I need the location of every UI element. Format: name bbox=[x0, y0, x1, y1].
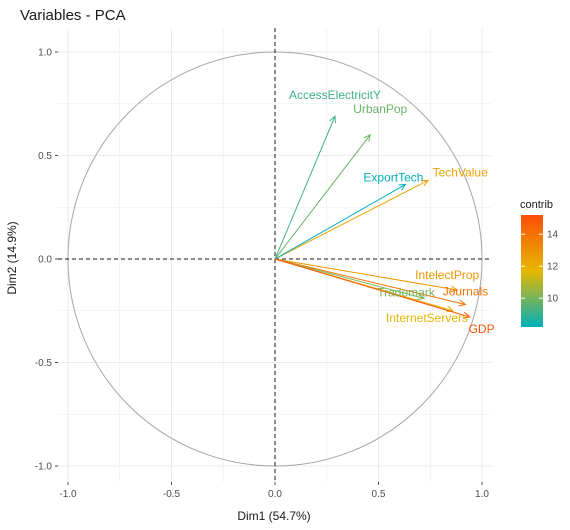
label-AccessElectricitY: AccessElectricitY bbox=[289, 88, 381, 102]
label-GDP: GDP bbox=[469, 322, 495, 336]
arrow-UrbanPop bbox=[274, 134, 371, 260]
x-axis-ticks: -1.0 -0.5 0.0 0.5 1.0 bbox=[59, 482, 489, 500]
label-TechValue: TechValue bbox=[433, 165, 488, 179]
x-axis-title: Dim1 (54.7%) bbox=[237, 509, 310, 523]
arrow-GDP bbox=[274, 258, 470, 318]
arrowhead-Trademark bbox=[417, 293, 426, 301]
arrowhead-Journals bbox=[458, 299, 467, 307]
x-tick-label: -0.5 bbox=[163, 489, 181, 500]
arrowhead-UrbanPop bbox=[363, 133, 371, 142]
arrowhead-IntelectProp bbox=[450, 285, 459, 293]
contrib-legend: contrib 10 12 14 bbox=[520, 199, 559, 327]
label-ExportTech: ExportTech bbox=[363, 170, 423, 184]
arrowhead-InternetServers bbox=[446, 305, 455, 313]
label-Journals: Journals bbox=[443, 285, 488, 299]
legend-colorbar bbox=[521, 215, 543, 327]
label-IntelectProp: IntelectProp bbox=[415, 268, 479, 282]
label-Trademark: Trademark bbox=[377, 285, 436, 299]
y-tick-label: 1.0 bbox=[38, 48, 52, 59]
y-tick-label: -0.5 bbox=[35, 358, 53, 369]
label-UrbanPop: UrbanPop bbox=[353, 102, 407, 116]
chart-title: Variables - PCA bbox=[20, 7, 126, 24]
y-axis-title: Dim2 (14.9%) bbox=[5, 221, 19, 294]
x-tick-label: 0.5 bbox=[372, 489, 386, 500]
legend-tick-label: 12 bbox=[547, 262, 559, 273]
variable-arrows bbox=[274, 115, 471, 319]
y-tick-label: 0.5 bbox=[38, 151, 52, 162]
legend-title: contrib bbox=[520, 199, 553, 211]
arrowhead-TechValue bbox=[421, 179, 430, 187]
legend-tick-label: 10 bbox=[547, 294, 559, 305]
arrowhead-ExportTech bbox=[398, 183, 407, 191]
arrow-AccessElectricitY bbox=[274, 115, 336, 260]
x-tick-label: 0.0 bbox=[268, 489, 282, 500]
label-InternetServers: InternetServers bbox=[386, 311, 468, 325]
arrowhead-AccessElectricitY bbox=[329, 115, 336, 124]
x-tick-label: 1.0 bbox=[475, 489, 489, 500]
legend-tick-label: 14 bbox=[547, 230, 559, 241]
arrow-Journals bbox=[274, 258, 466, 306]
arrowhead-GDP bbox=[462, 311, 471, 319]
arrow-IntelectProp bbox=[274, 258, 458, 291]
y-tick-label: 0.0 bbox=[38, 255, 52, 266]
y-tick-label: -1.0 bbox=[35, 462, 53, 473]
legend-ticks: 10 12 14 bbox=[521, 230, 559, 305]
y-axis-ticks: -1.0 -0.5 0.0 0.5 1.0 bbox=[35, 48, 58, 473]
arrow-ExportTech bbox=[274, 184, 406, 260]
arrow-Trademark bbox=[274, 258, 425, 299]
x-tick-label: -1.0 bbox=[59, 489, 77, 500]
arrow-TechValue bbox=[274, 179, 429, 260]
